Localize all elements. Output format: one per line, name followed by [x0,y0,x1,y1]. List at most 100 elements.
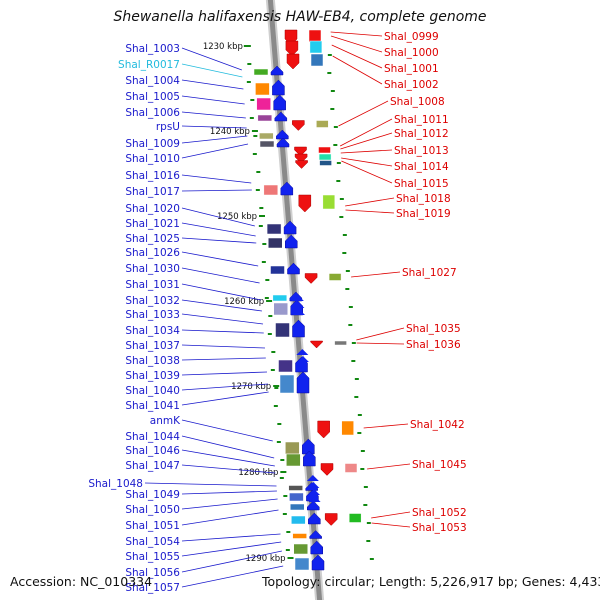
reverse-gene-leader [340,149,393,154]
scale-tick-label: 1260 kbp [224,297,264,307]
forward-gene-box [289,492,304,502]
reverse-gene-box [318,146,331,154]
reverse-gene-label: Shal_1013 [394,145,449,157]
reverse-gene-leader [330,35,383,53]
forward-gene-label: Shal_1044 [125,431,180,443]
forward-gene-leader [181,174,252,184]
forward-gene-arrow [273,94,286,111]
reverse-gene-arrow [320,463,334,476]
forward-gene-label: Shal_1032 [125,295,180,307]
forward-gene-leader [181,383,269,391]
forward-gene-arrow [292,302,305,308]
forward-gene-leader [181,509,279,526]
forward-gene-leader [181,498,278,510]
reverse-gene-label: Shal_1018 [396,193,451,205]
forward-gene-label: Shal_1046 [125,445,180,457]
forward-gene-label: Shal_1017 [125,186,180,198]
forward-gene-leader [181,329,264,334]
accession-text: Accession: NC_010334 [10,574,153,589]
reverse-gene-label: Shal_1011 [394,114,449,126]
forward-gene-label: Shal_1026 [125,247,180,259]
forward-gene-label: Shal_1039 [125,370,180,382]
forward-gene-arrow [310,540,323,555]
reverse-gene-arrow [294,153,308,164]
reverse-gene-arrow [310,340,323,349]
forward-gene-label: Shal_1050 [125,504,180,516]
scale-tick-label: 1250 kbp [217,212,257,222]
forward-gene-arrow [303,450,316,467]
reverse-gene-leader [363,423,409,429]
forward-gene-arrow [308,496,321,502]
forward-gene-label: Shal_1051 [125,520,180,532]
reverse-gene-arrow [304,273,318,284]
scale-tick-label: 1270 kbp [231,382,271,392]
forward-gene-box [259,132,274,140]
forward-gene-arrow [270,65,284,76]
forward-gene-leader [181,135,248,144]
scale-tick-label: 1280 kbp [238,468,278,478]
forward-gene-leader [181,550,282,573]
forward-gene-label: Shal_1041 [125,400,180,412]
forward-gene-label: Shal_1025 [125,233,180,245]
forward-gene-leader [181,222,256,237]
forward-gene-label: Shal_1004 [125,75,180,87]
forward-gene-leader [181,251,259,267]
forward-gene-arrow [296,371,310,394]
forward-gene-box [256,97,271,111]
reverse-gene-label: Shal_1035 [406,323,461,335]
reverse-gene-box [319,160,332,166]
forward-gene-leader [181,79,244,90]
forward-gene-leader [181,267,260,284]
reverse-gene-leader [341,157,393,167]
forward-gene-label: Shal_1030 [125,263,180,275]
reverse-gene-label: Shal_1027 [402,267,457,279]
reverse-gene-arrow [324,513,338,526]
forward-gene-box [286,453,301,467]
reverse-gene-box [334,340,347,346]
topology-text: Topology: circular; Length: 5,226,917 bp… [262,574,600,589]
forward-gene-leader [181,283,262,301]
forward-gene-label: Shal_1009 [125,138,180,150]
forward-gene-arrow [308,489,320,495]
forward-gene-box [273,302,288,316]
forward-gene-label: Shal_1020 [125,203,180,215]
forward-gene-leader [181,449,275,467]
forward-gene-arrow [274,111,288,122]
reverse-gene-box [309,40,323,54]
forward-gene-arrow [296,349,309,355]
forward-gene-label: Shal_1049 [125,489,180,501]
reverse-gene-box [341,420,354,436]
forward-gene-arrow [287,262,300,275]
forward-gene-leader [181,490,277,495]
forward-gene-arrow [276,137,290,148]
forward-gene-arrow [292,319,305,338]
forward-gene-box [268,237,283,249]
forward-gene-leader [181,207,255,227]
reverse-gene-arrow [295,160,308,169]
forward-gene-leader [181,63,243,78]
forward-gene-leader [181,533,281,542]
reverse-gene-arrow [317,420,330,439]
forward-gene-leader [181,299,262,312]
reverse-gene-leader [356,327,405,341]
forward-gene-box [294,557,310,571]
reverse-gene-label: Shal_1053 [412,522,467,534]
forward-gene-box [272,294,288,302]
reverse-gene-label: Shal_1042 [410,419,465,431]
forward-gene-label: Shal_1055 [125,551,180,563]
forward-gene-label: Shal_1021 [125,218,180,230]
reverse-gene-leader [338,100,389,127]
reverse-gene-leader [345,209,395,214]
forward-gene-arrow [293,309,305,315]
forward-gene-leader [181,464,276,474]
reverse-gene-box [348,513,362,523]
reverse-gene-leader [367,463,411,470]
genome-title: Shewanella halifaxensis HAW-EB4, complet… [113,9,487,25]
reverse-gene-leader [331,44,383,69]
reverse-gene-label: Shal_1002 [384,79,439,91]
reverse-gene-leader [371,511,411,519]
forward-gene-leader [181,371,268,376]
forward-gene-label: Shal_1006 [125,107,180,119]
forward-gene-label: Shal_1016 [125,170,180,182]
